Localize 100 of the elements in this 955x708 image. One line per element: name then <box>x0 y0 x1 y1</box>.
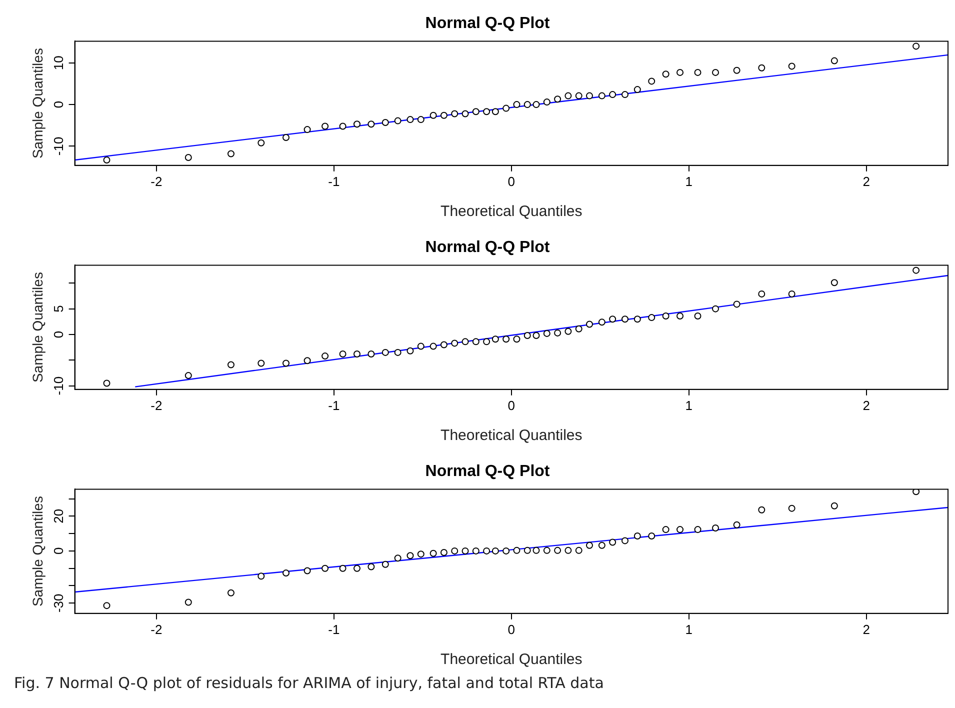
point <box>543 546 550 554</box>
point <box>339 350 346 358</box>
point <box>830 502 838 510</box>
point <box>575 325 582 332</box>
point <box>502 547 510 554</box>
point <box>733 521 740 528</box>
chart-title: Normal Q-Q Plot <box>425 239 550 256</box>
point <box>554 329 562 336</box>
point <box>609 91 616 98</box>
point <box>621 537 628 544</box>
point <box>513 336 520 343</box>
point <box>368 120 375 128</box>
point <box>733 300 740 308</box>
point <box>586 542 593 549</box>
point <box>184 372 192 380</box>
point <box>513 101 520 108</box>
y-axis-title: Sample Quantiles <box>29 272 46 383</box>
point <box>394 348 402 356</box>
point <box>586 92 593 100</box>
point <box>662 526 670 534</box>
point <box>103 602 110 610</box>
y-tick-label: -30 <box>50 594 66 613</box>
point <box>586 320 593 328</box>
point <box>609 538 616 546</box>
point <box>564 92 572 100</box>
point <box>676 68 684 76</box>
x-tick-label: -1 <box>328 398 340 413</box>
point <box>712 305 719 312</box>
point <box>598 542 606 549</box>
point <box>406 552 414 560</box>
point <box>621 91 628 98</box>
point <box>648 78 656 85</box>
x-tick-label: 1 <box>685 398 692 413</box>
x-tick-label: 0 <box>508 398 516 413</box>
point <box>788 62 796 70</box>
chart-title: Normal Q-Q Plot <box>425 463 550 480</box>
x-tick-label: 0 <box>508 174 516 189</box>
point <box>322 122 329 130</box>
x-tick-label: 2 <box>862 622 870 637</box>
y-tick-label: 10 <box>50 56 66 70</box>
point <box>417 550 424 558</box>
point <box>598 318 606 326</box>
point <box>258 139 265 146</box>
y-tick-label: 0 <box>50 100 66 108</box>
point <box>712 68 719 76</box>
point <box>304 567 311 574</box>
point <box>472 338 480 346</box>
point <box>662 312 670 320</box>
point <box>543 330 550 337</box>
point <box>417 342 424 350</box>
y-axis-title: Sample Quantiles <box>29 48 46 159</box>
point <box>406 347 414 354</box>
y-axis-title: Sample Quantiles <box>29 496 46 607</box>
point <box>258 360 265 367</box>
point <box>451 547 458 554</box>
point <box>788 504 796 512</box>
point <box>304 126 311 134</box>
point <box>462 547 469 554</box>
point <box>353 564 360 572</box>
point <box>524 546 531 554</box>
point <box>758 290 766 298</box>
point <box>430 342 437 350</box>
point <box>648 314 656 322</box>
point <box>598 92 606 100</box>
point <box>382 560 389 568</box>
point <box>513 546 520 554</box>
x-tick-label: 1 <box>685 174 692 189</box>
caption: Fig. 7 Normal Q-Q plot of residuals for ARIMA of injury, fatal and total RTA data <box>14 674 604 692</box>
y-tick-label: 20 <box>50 508 66 524</box>
point <box>394 554 402 562</box>
point <box>676 312 684 320</box>
point <box>912 42 920 50</box>
point <box>103 156 110 164</box>
x-tick-label: -1 <box>328 174 340 189</box>
point <box>282 570 290 577</box>
point <box>694 312 702 320</box>
y-tick-label: 0 <box>50 547 66 555</box>
point <box>492 336 499 343</box>
point <box>339 122 346 130</box>
point <box>662 70 670 78</box>
point <box>451 340 458 347</box>
point <box>430 112 437 119</box>
point <box>440 112 448 119</box>
point <box>564 328 572 335</box>
point <box>758 64 766 72</box>
point <box>543 98 550 106</box>
point <box>532 332 540 340</box>
point <box>634 532 641 540</box>
y-tick-label: 0 <box>50 330 66 338</box>
x-tick-label: -2 <box>150 398 162 413</box>
point <box>394 117 402 124</box>
x-tick-label: 0 <box>508 622 516 637</box>
point <box>634 316 641 323</box>
x-tick-label: 2 <box>862 174 870 189</box>
point <box>554 546 562 554</box>
point <box>492 108 499 116</box>
point <box>322 564 329 572</box>
point <box>694 526 702 534</box>
x-tick-label: 1 <box>685 622 692 637</box>
point <box>184 154 192 161</box>
